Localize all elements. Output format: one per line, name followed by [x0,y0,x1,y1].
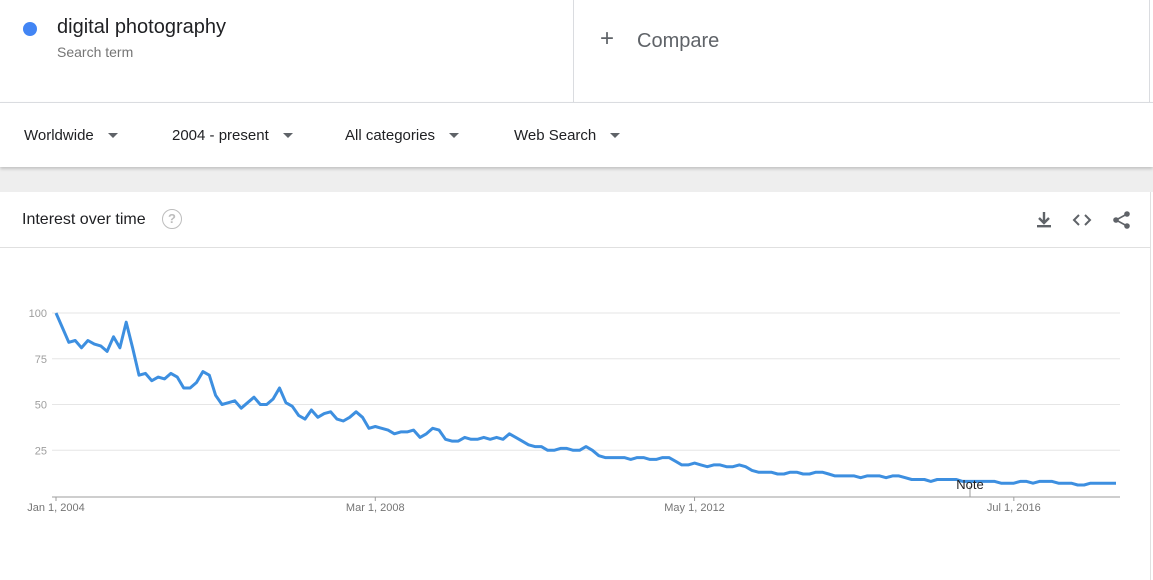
search-property-label: Web Search [514,127,597,144]
x-axis-ticks: Jan 1, 2004 Mar 1, 2008 May 1, 2012 Jul 1, … [27,497,1041,514]
card-header: Interest over time ? [0,192,1150,248]
plus-icon: + [600,25,615,52]
x-tick-label: Jul 1, 2016 [987,502,1041,514]
chevron-down-icon [107,133,118,138]
chart-annotations: Note [956,477,984,497]
time-range-label: 2004 - present [172,127,269,144]
y-tick-label: 50 [35,400,47,412]
region-dropdown[interactable]: Worldwide [24,127,118,144]
section-divider [0,166,1153,192]
x-tick-label: May 1, 2012 [664,502,725,514]
search-property-dropdown[interactable]: Web Search [514,127,621,144]
chevron-down-icon [282,133,293,138]
x-tick-label: Mar 1, 2008 [346,502,405,514]
interest-over-time-card: Interest over time ? 25 50 75 100 Jan 1, 20… [0,192,1151,580]
term-color-dot [23,22,37,36]
interest-chart: 25 50 75 100 Jan 1, 2004 Mar 1, 2008 May 1, 2… [27,308,1120,514]
category-label: All categories [345,127,436,144]
y-tick-label: 25 [35,445,47,457]
filter-bar: Worldwide 2004 - present All categories … [0,102,1153,167]
compare-label: Compare [637,30,720,52]
chevron-down-icon [449,133,460,138]
search-term-card[interactable]: digital photography Search term [0,0,574,102]
search-term-name[interactable]: digital photography [57,16,227,38]
card-title: Interest over time [22,211,146,228]
time-range-dropdown[interactable]: 2004 - present [172,127,293,144]
search-term-row: digital photography Search term + Compar… [0,0,1153,102]
share-icon[interactable] [1112,210,1132,230]
compare-button[interactable]: + Compare [574,0,1150,102]
region-label: Worldwide [24,127,94,144]
series-line-digital-photography[interactable] [54,312,1116,487]
y-tick-label: 75 [35,354,47,366]
y-axis-ticks: 25 50 75 100 [29,308,47,457]
y-tick-label: 100 [29,308,47,320]
search-term-type: Search term [57,44,134,60]
category-dropdown[interactable]: All categories [345,127,460,144]
annotation-note[interactable]: Note [956,477,983,492]
help-icon[interactable]: ? [162,209,182,229]
chevron-down-icon [610,133,621,138]
x-tick-label: Jan 1, 2004 [27,502,85,514]
chart-grid [52,312,1120,451]
embed-icon[interactable] [1072,210,1092,230]
download-icon[interactable] [1034,210,1054,230]
